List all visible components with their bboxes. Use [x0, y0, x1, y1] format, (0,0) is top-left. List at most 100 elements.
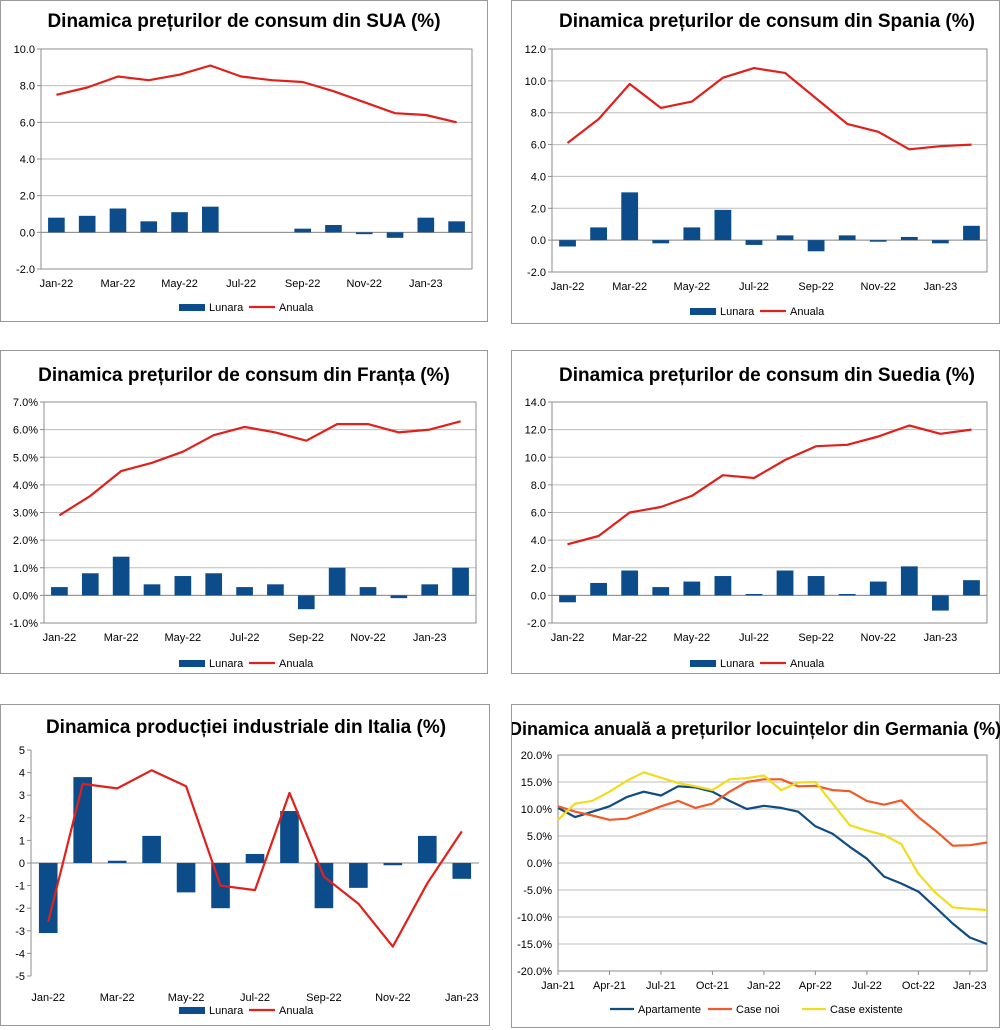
bar-Jan-23 [452, 863, 472, 879]
bar-Oct-22 [838, 593, 856, 596]
bar-Oct-22 [328, 567, 346, 596]
legend-label-case-existente: Case existente [830, 1004, 903, 1016]
bar-Dec-22 [900, 566, 918, 596]
x-tick-label: Nov-22 [347, 278, 382, 290]
bar-Feb-23 [963, 225, 980, 241]
y-tick-label: 1 [19, 835, 25, 847]
x-tick-label: Jul-22 [739, 632, 769, 644]
x-tick-label: Nov-22 [350, 632, 385, 644]
legend-swatch-lunara [690, 308, 716, 315]
x-tick-label: Mar-22 [100, 992, 135, 1004]
bar-Feb-22 [590, 582, 607, 596]
bar-Nov-22 [869, 581, 887, 596]
y-tick-label: 14.0 [525, 397, 546, 409]
bar-Feb-22 [78, 215, 96, 233]
x-tick-label: Jul-22 [852, 980, 882, 992]
legend-label-lunara: Lunara [720, 306, 755, 318]
bar-Sep-22 [294, 228, 311, 233]
chart-franta: Dinamica prețurilor de consum din Franța… [9, 365, 477, 670]
y-tick-label: 2 [19, 813, 25, 825]
y-tick-label: 10.0% [521, 804, 552, 816]
y-tick-label: -2.0 [527, 618, 546, 630]
y-tick-label: -1.0% [9, 618, 38, 630]
bar-Oct-22 [325, 225, 342, 233]
x-tick-label: Jan-23 [445, 992, 479, 1004]
chart-title: Dinamica producției industriale din Ital… [46, 717, 446, 738]
x-tick-label: Sep-22 [285, 278, 320, 290]
bar-May-22 [683, 227, 701, 241]
bar-Jan-22 [48, 217, 65, 233]
chart-panel-spania: Dinamica prețurilor de consum din Spania… [511, 0, 1000, 324]
y-tick-label: 0.0% [527, 858, 552, 870]
legend-label-anuala: Anuala [279, 658, 314, 670]
chart-germania: Dinamica anuală a prețurilor locuințelor… [512, 719, 1000, 1016]
y-tick-label: 5.0% [527, 831, 552, 843]
bar-Jun-22 [714, 576, 732, 596]
chart-suedia: Dinamica prețurilor de consum din Suedia… [525, 365, 988, 670]
bar-May-22 [683, 581, 701, 596]
y-tick-label: -2.0 [527, 267, 546, 279]
bar-Apr-22 [652, 587, 670, 596]
x-tick-label: Mar-22 [612, 632, 647, 644]
x-tick-label: Jan-22 [551, 281, 585, 293]
bar-Feb-22 [81, 573, 99, 596]
y-tick-label: 6.0 [20, 117, 35, 129]
bar-Aug-22 [776, 235, 794, 241]
bar-Apr-22 [142, 835, 161, 863]
bar-Oct-22 [349, 863, 368, 888]
chart-italia: Dinamica producției industriale din Ital… [15, 717, 479, 1017]
bar-Dec-22 [418, 835, 437, 863]
chart-panel-franta: Dinamica prețurilor de consum din Franța… [0, 350, 488, 674]
line-case-existente [557, 771, 988, 912]
x-tick-label: Sep-22 [798, 281, 833, 293]
bar-Apr-22 [652, 240, 670, 244]
line-anuala [47, 769, 463, 948]
y-tick-label: 1.0% [13, 563, 38, 575]
y-tick-label: -2 [15, 903, 25, 915]
x-tick-label: May-22 [673, 632, 710, 644]
y-tick-label: 6.0 [531, 508, 546, 520]
chart-panel-usa: Dinamica prețurilor de consum din SUA (%… [0, 0, 488, 322]
chart-title: Dinamica prețurilor de consum din Suedia… [559, 365, 975, 386]
bar-Mar-22 [112, 556, 130, 596]
bar-Jul-22 [245, 853, 265, 863]
legend-swatch-lunara [179, 1007, 205, 1014]
bar-Apr-22 [143, 584, 161, 596]
plot-area [551, 48, 988, 273]
bar-Jun-22 [714, 209, 732, 241]
legend-swatch-lunara [690, 660, 716, 667]
bar-Nov-22 [383, 863, 403, 866]
y-tick-label: 3 [19, 790, 25, 802]
bar-Sep-22 [807, 240, 825, 252]
legend-label-anuala: Anuala [279, 1005, 314, 1017]
bar-Jan-23 [932, 595, 949, 611]
bar-Jun-22 [202, 206, 219, 233]
x-tick-label: Jan-22 [747, 980, 781, 992]
chart-title: Dinamica anuală a prețurilor locuințelor… [512, 719, 1000, 739]
bar-Jul-22 [236, 587, 253, 596]
plot-area [551, 401, 988, 624]
y-tick-label: 5 [19, 745, 25, 757]
bar-Jan-22 [51, 587, 68, 596]
x-tick-label: Apr-22 [799, 980, 832, 992]
y-tick-label: -15.0% [517, 939, 552, 951]
y-tick-label: 2.0 [531, 563, 546, 575]
x-tick-label: Nov-22 [861, 281, 896, 293]
bar-Jan-23 [932, 240, 949, 244]
bar-Mar-22 [621, 192, 639, 241]
x-tick-label: Mar-22 [612, 281, 647, 293]
y-tick-label: 12.0 [525, 44, 546, 56]
plot-area [40, 48, 473, 270]
bar-Feb-22 [73, 777, 92, 863]
x-tick-label: Jan-23 [924, 632, 958, 644]
y-tick-label: 4.0 [531, 535, 546, 547]
legend-label-anuala: Anuala [279, 302, 314, 314]
x-tick-label: Jul-22 [240, 992, 270, 1004]
y-tick-label: 7.0% [13, 397, 38, 409]
chart-panel-suedia: Dinamica prețurilor de consum din Suedia… [511, 350, 1000, 674]
y-tick-label: 8.0 [531, 108, 546, 120]
bar-Jul-22 [745, 593, 763, 596]
y-tick-label: 10.0 [525, 76, 546, 88]
y-tick-label: 5.0% [13, 452, 38, 464]
bar-Sep-22 [297, 595, 315, 610]
